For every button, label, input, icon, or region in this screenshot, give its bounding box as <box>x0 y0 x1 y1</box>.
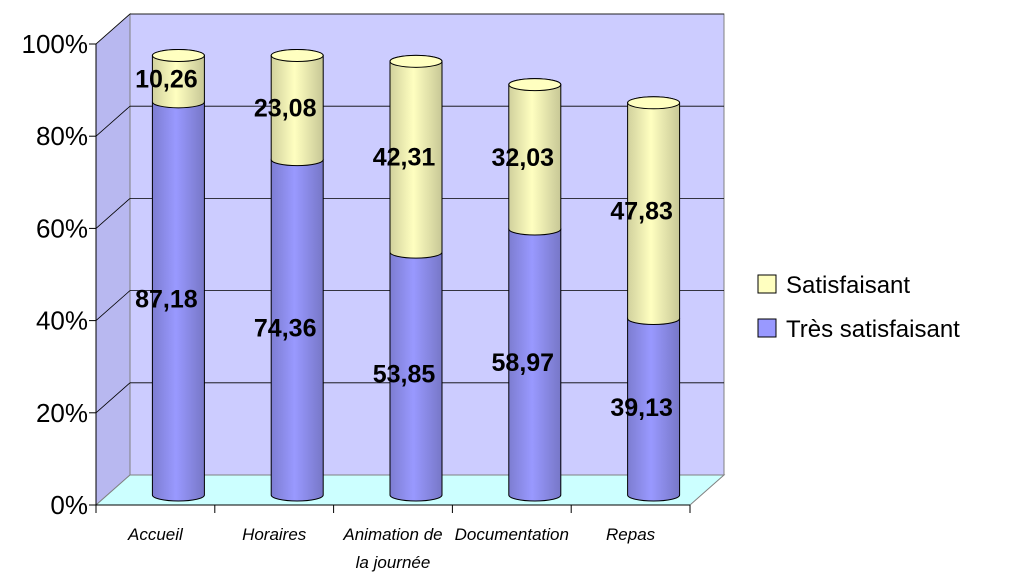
y-tick-label: 80% <box>36 121 88 151</box>
x-tick-label: Repas <box>606 525 656 544</box>
legend-label: Satisfaisant <box>786 272 910 299</box>
legend-swatch <box>757 274 777 294</box>
bar-top-cap <box>389 54 443 68</box>
y-tick-label: 60% <box>36 213 88 243</box>
data-label: 42,31 <box>373 144 436 172</box>
legend: Satisfaisant Très satisfaisant <box>746 255 1012 349</box>
data-label: 74,36 <box>254 314 317 342</box>
bar-top-cap <box>151 49 205 63</box>
data-label: 53,85 <box>373 361 436 389</box>
data-labels: 87,18 10,26 74,36 23,08 53,85 42,31 58,97 32,03… <box>135 66 673 422</box>
data-label: 32,03 <box>492 144 555 172</box>
x-tick-label: Horaires <box>242 525 307 544</box>
x-tick-label: Documentation <box>455 525 569 544</box>
y-tick-label: 20% <box>36 398 88 428</box>
x-tick-label: Accueil <box>127 525 184 544</box>
bar-top-cap <box>270 49 324 63</box>
data-label: 58,97 <box>492 349 555 377</box>
data-label: 39,13 <box>610 394 673 422</box>
y-tick-label: 0% <box>50 490 88 520</box>
data-label: 47,83 <box>610 198 673 226</box>
y-axis: 0% 20% 40% 60% 80% 100% <box>22 29 97 520</box>
x-tick-label: la journée <box>356 553 431 572</box>
legend-swatch <box>757 318 777 338</box>
legend-box <box>746 255 1012 349</box>
gridline <box>95 290 131 321</box>
chart-bars <box>151 49 681 502</box>
data-label: 10,26 <box>135 66 198 94</box>
gridline <box>95 105 131 137</box>
side-wall <box>95 12 131 507</box>
bar-top-cap <box>627 96 681 110</box>
x-tick-label: Animation de <box>342 525 442 544</box>
legend-label: Très satisfaisant <box>786 316 960 343</box>
x-axis: Accueil Horaires Animation de la journée Doc… <box>95 504 691 572</box>
gridline <box>95 198 131 229</box>
bar-top-cap <box>508 78 562 92</box>
data-label: 87,18 <box>135 285 198 313</box>
y-tick-label: 40% <box>36 306 88 336</box>
data-label: 23,08 <box>254 95 317 123</box>
y-tick-label: 100% <box>22 29 89 59</box>
gridline <box>95 382 131 414</box>
gridline <box>95 13 131 45</box>
